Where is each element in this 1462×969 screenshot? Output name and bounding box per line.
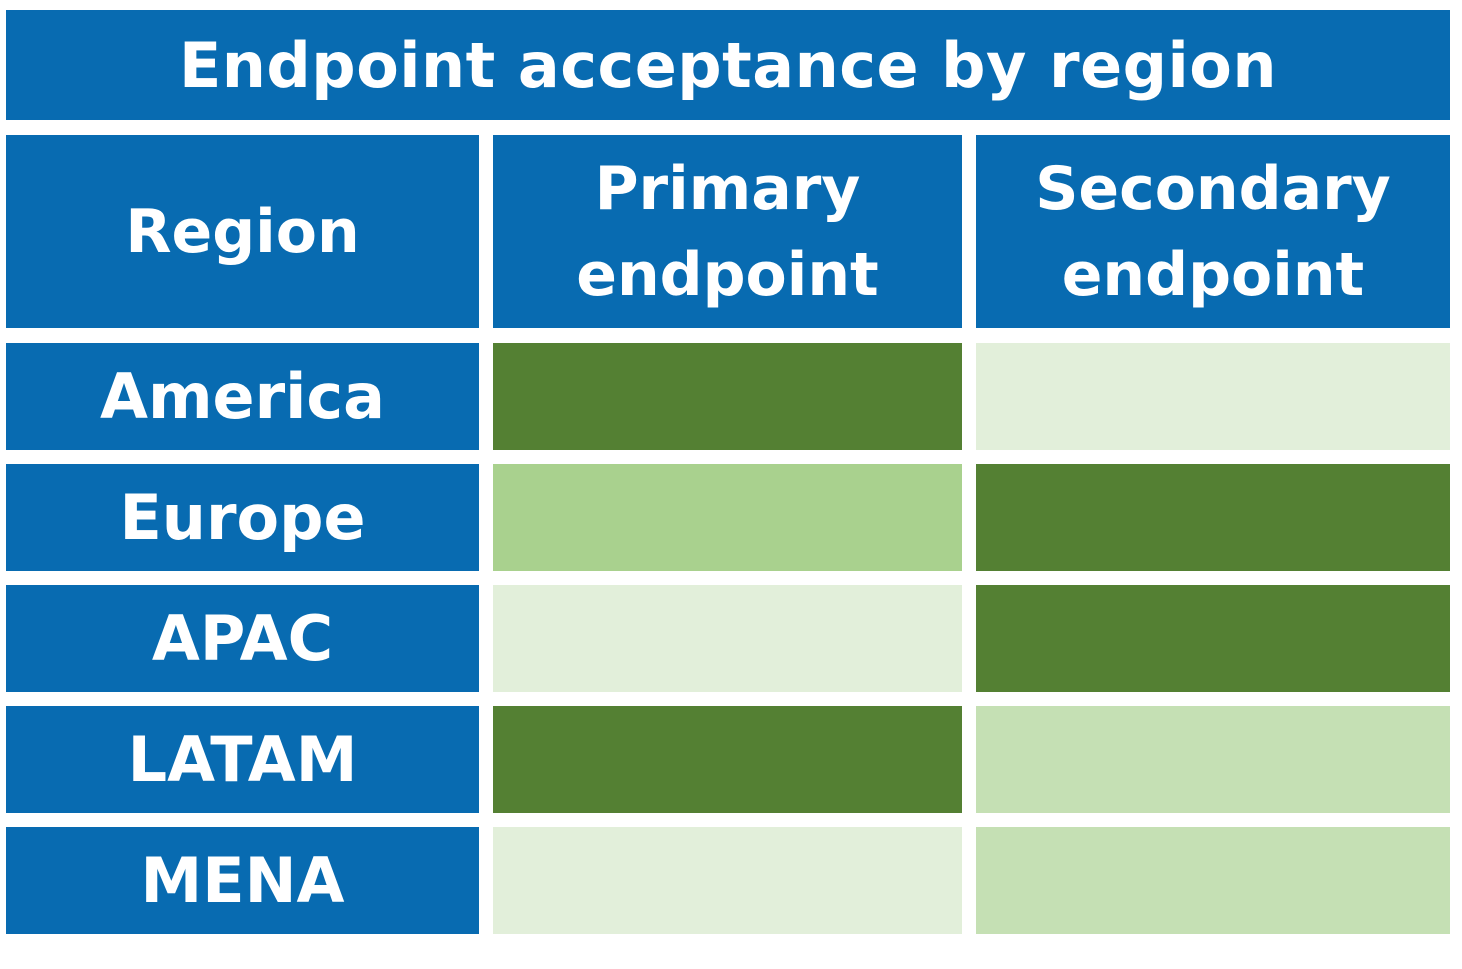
row-label-europe: Europe [6, 464, 479, 571]
header-primary-line-1: Primary [594, 153, 861, 224]
cell-europe-primary [493, 464, 962, 571]
cell-apac-secondary [976, 585, 1450, 692]
row-label-america: America [6, 343, 479, 450]
cell-apac-primary [493, 585, 962, 692]
header-primary-endpoint: Primary endpoint [493, 135, 962, 328]
cell-latam-secondary [976, 706, 1450, 813]
header-region-label: Region [125, 196, 360, 267]
header-region: Region [6, 135, 479, 328]
cell-europe-secondary [976, 464, 1450, 571]
cell-america-primary [493, 343, 962, 450]
row-label-apac: APAC [6, 585, 479, 692]
cell-mena-primary [493, 827, 962, 934]
cell-latam-primary [493, 706, 962, 813]
header-primary-line-2: endpoint [576, 239, 879, 310]
cell-mena-secondary [976, 827, 1450, 934]
header-secondary-line-2: endpoint [1061, 239, 1365, 310]
cell-america-secondary [976, 343, 1450, 450]
row-label-mena: MENA [6, 827, 479, 934]
header-secondary-line-1: Secondary [1035, 153, 1391, 224]
row-label-latam: LATAM [6, 706, 479, 813]
table-title: Endpoint acceptance by region [6, 10, 1450, 120]
header-secondary-endpoint: Secondary endpoint [976, 135, 1450, 328]
